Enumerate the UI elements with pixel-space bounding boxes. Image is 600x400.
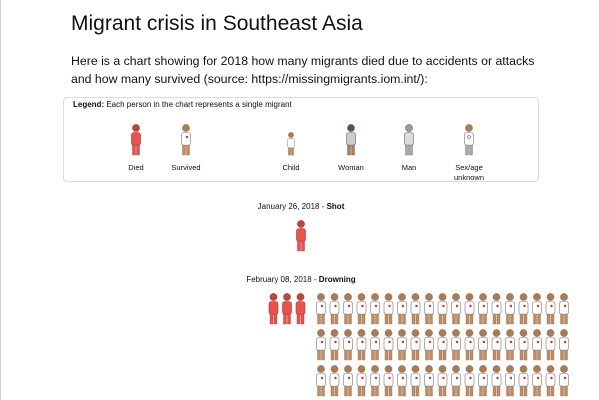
person-survived bbox=[316, 293, 326, 325]
person-survived bbox=[424, 293, 434, 325]
person-survived bbox=[559, 329, 569, 361]
legend-item: Man bbox=[401, 163, 417, 172]
person-survived bbox=[410, 293, 421, 325]
person-survived bbox=[410, 329, 421, 361]
legend-box bbox=[63, 97, 539, 182]
legend-icon bbox=[404, 124, 414, 156]
event-heading: February 08, 2018 - Drowning bbox=[151, 275, 451, 284]
legend-item: Sex/age unknown bbox=[453, 163, 485, 182]
person-survived bbox=[464, 365, 475, 397]
person-died bbox=[268, 293, 279, 325]
legend-item: Woman bbox=[338, 163, 364, 172]
person-survived bbox=[437, 293, 448, 325]
legend-icon bbox=[346, 124, 356, 156]
person-survived bbox=[343, 293, 353, 325]
legend-item: Died bbox=[128, 163, 144, 172]
person-survived bbox=[559, 365, 569, 397]
person-survived bbox=[532, 365, 542, 397]
event-date: January 26, 2018 bbox=[257, 202, 320, 211]
person-survived bbox=[329, 293, 340, 325]
person-survived bbox=[478, 293, 488, 325]
event-date: February 08, 2018 bbox=[246, 275, 312, 284]
person-survived bbox=[370, 329, 380, 361]
person-survived bbox=[464, 293, 475, 325]
person-survived bbox=[316, 329, 326, 361]
person-survived bbox=[464, 329, 475, 361]
person-survived bbox=[370, 293, 380, 325]
person-survived bbox=[370, 365, 380, 397]
person-died bbox=[296, 220, 306, 252]
person-survived bbox=[383, 365, 394, 397]
person-survived bbox=[356, 293, 367, 325]
person-survived bbox=[397, 329, 407, 361]
person-survived bbox=[545, 329, 556, 361]
person-survived bbox=[545, 365, 556, 397]
person-survived bbox=[397, 293, 407, 325]
person-survived bbox=[491, 293, 502, 325]
person-survived bbox=[505, 293, 515, 325]
person-survived bbox=[343, 365, 353, 397]
person-survived bbox=[451, 293, 461, 325]
event-cause: Shot bbox=[326, 202, 345, 211]
person-survived bbox=[424, 329, 434, 361]
person-survived bbox=[451, 329, 461, 361]
person-survived bbox=[505, 329, 515, 361]
legend-icon bbox=[181, 124, 191, 156]
person-survived bbox=[518, 329, 529, 361]
person-survived bbox=[451, 365, 461, 397]
legend-text: Each person in the chart represents a si… bbox=[106, 100, 292, 109]
person-survived bbox=[491, 365, 502, 397]
person-survived bbox=[437, 365, 448, 397]
person-died bbox=[282, 293, 292, 325]
person-survived bbox=[518, 293, 529, 325]
intro-text: Here is a chart showing for 2018 how man… bbox=[71, 54, 535, 86]
legend-label: Legend: bbox=[73, 100, 105, 109]
legend-heading: Legend: Each person in the chart represe… bbox=[73, 100, 292, 109]
person-survived bbox=[491, 329, 502, 361]
person-survived bbox=[410, 365, 421, 397]
event-separator: - bbox=[319, 202, 327, 211]
legend-icon bbox=[287, 132, 295, 156]
legend-icon bbox=[464, 124, 474, 156]
legend-icon bbox=[131, 124, 141, 156]
person-survived bbox=[343, 329, 353, 361]
legend-item: Child bbox=[282, 163, 300, 172]
event-separator: - bbox=[311, 275, 319, 284]
legend-item: Survived bbox=[171, 163, 201, 172]
person-survived bbox=[329, 329, 340, 361]
event-cause: Drowning bbox=[318, 275, 356, 284]
person-survived bbox=[478, 329, 488, 361]
person-survived bbox=[505, 365, 515, 397]
person-survived bbox=[559, 293, 569, 325]
person-died bbox=[295, 293, 306, 325]
person-survived bbox=[532, 293, 542, 325]
person-survived bbox=[383, 329, 394, 361]
person-survived bbox=[518, 365, 529, 397]
person-survived bbox=[329, 365, 340, 397]
person-survived bbox=[316, 365, 326, 397]
person-survived bbox=[424, 365, 434, 397]
person-survived bbox=[532, 329, 542, 361]
person-survived bbox=[397, 365, 407, 397]
page-title: Migrant crisis in Southeast Asia bbox=[71, 12, 363, 35]
person-survived bbox=[383, 293, 394, 325]
event-heading: January 26, 2018 - Shot bbox=[151, 202, 451, 211]
person-survived bbox=[437, 329, 448, 361]
person-survived bbox=[356, 329, 367, 361]
person-survived bbox=[356, 365, 367, 397]
person-survived bbox=[478, 365, 488, 397]
person-survived bbox=[545, 293, 556, 325]
